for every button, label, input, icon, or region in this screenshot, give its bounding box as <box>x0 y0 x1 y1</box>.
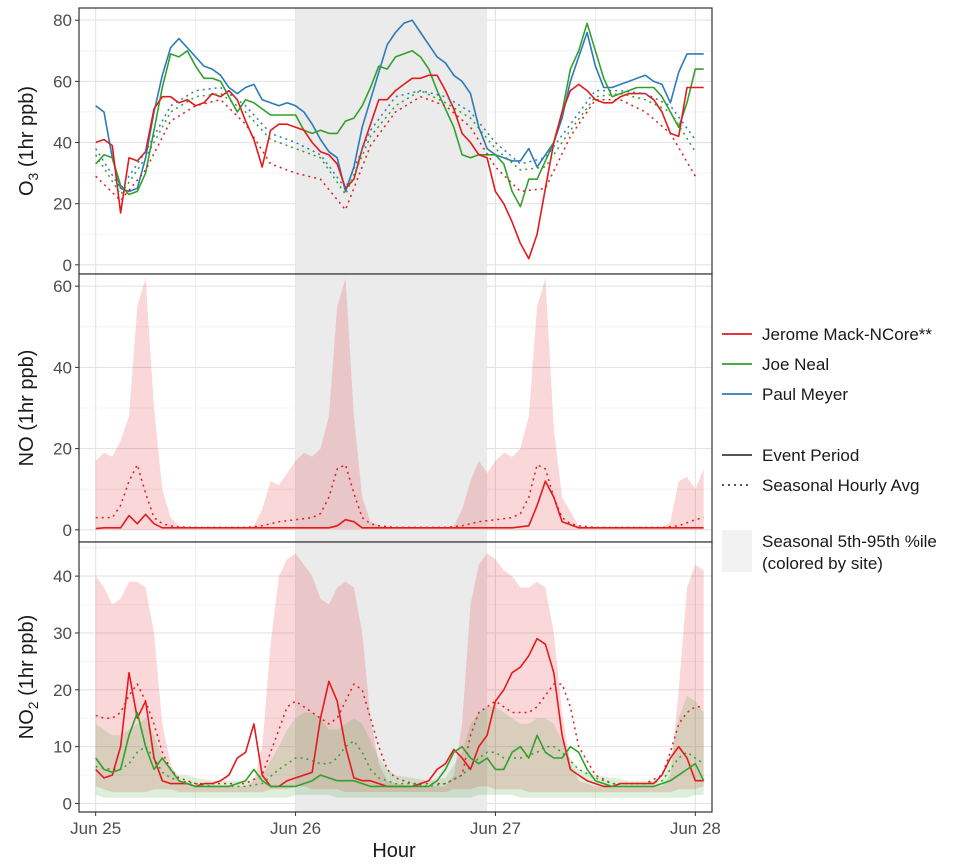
plot-area: 0 20 40 60 80 O3 (1hr ppb) 0 20 40 60 NO (1hr ppb)… <box>16 7 721 838</box>
y-tick-label: 20 <box>53 195 72 214</box>
x-tick-label: Jun 26 <box>270 819 321 838</box>
legend-label: Paul Meyer <box>762 385 848 404</box>
panel-no2: 0 10 20 30 40 NO2 (1hr ppb) <box>16 541 713 813</box>
legend-label: Joe Neal <box>762 355 829 374</box>
y-axis-label: NO2 (1hr ppb) <box>16 615 41 740</box>
panel-no: 0 20 40 60 NO (1hr ppb) <box>16 273 713 543</box>
y-tick-label: 0 <box>63 521 72 540</box>
y-tick-label: 20 <box>53 440 72 459</box>
y-axis-label: O3 (1hr ppb) <box>16 86 41 196</box>
y-tick-label: 80 <box>53 11 72 30</box>
y-tick-label: 40 <box>53 134 72 153</box>
legend: Jerome Mack-NCore** Joe Neal Paul Meyer Eve… <box>722 325 937 573</box>
y-tick-label: 20 <box>53 681 72 700</box>
legend-label: Event Period <box>762 446 859 465</box>
series-joe-neal-event <box>95 22 704 208</box>
legend-label: (colored by site) <box>762 554 883 573</box>
series-jerome-mack-ncore-event <box>95 74 704 260</box>
panel-border <box>78 541 713 813</box>
band-joe-neal <box>95 695 704 798</box>
x-axis-label: Hour <box>372 840 416 862</box>
x-tick-label: Jun 27 <box>470 819 521 838</box>
x-tick-label: Jun 28 <box>670 819 721 838</box>
event-shade <box>295 542 488 812</box>
legend-label: Seasonal 5th-95th %ile <box>762 532 937 551</box>
y-tick-label: 0 <box>63 256 72 275</box>
series-jerome-mack-ncore-avg <box>95 683 704 785</box>
legend-label: Seasonal Hourly Avg <box>762 476 920 495</box>
legend-key-band <box>722 530 752 572</box>
y-axis-label: NO (1hr ppb) <box>16 350 38 467</box>
panel-o3: 0 20 40 60 80 O3 (1hr ppb) <box>16 7 713 275</box>
y-tick-label: 40 <box>53 358 72 377</box>
band-jerome-mack-ncore <box>95 278 704 530</box>
y-tick-label: 10 <box>53 738 72 757</box>
event-shade <box>295 8 488 274</box>
series-jerome-mack-ncore-event <box>95 480 704 530</box>
event-shade <box>295 274 488 542</box>
y-tick-label: 40 <box>53 567 72 586</box>
y-tick-label: 30 <box>53 624 72 643</box>
x-axis: Jun 25 Jun 26 Jun 27 Jun 28 <box>70 812 721 838</box>
band-jerome-mack-ncore <box>95 553 704 793</box>
y-tick-label: 60 <box>53 72 72 91</box>
y-tick-label: 0 <box>63 794 72 813</box>
series-paul-meyer-event <box>95 19 704 193</box>
y-tick-label: 60 <box>53 277 72 296</box>
series-jerome-mack-ncore-avg <box>95 95 696 211</box>
x-tick-label: Jun 25 <box>70 819 121 838</box>
legend-label: Jerome Mack-NCore** <box>762 325 932 344</box>
series-joe-neal-event <box>95 711 705 788</box>
